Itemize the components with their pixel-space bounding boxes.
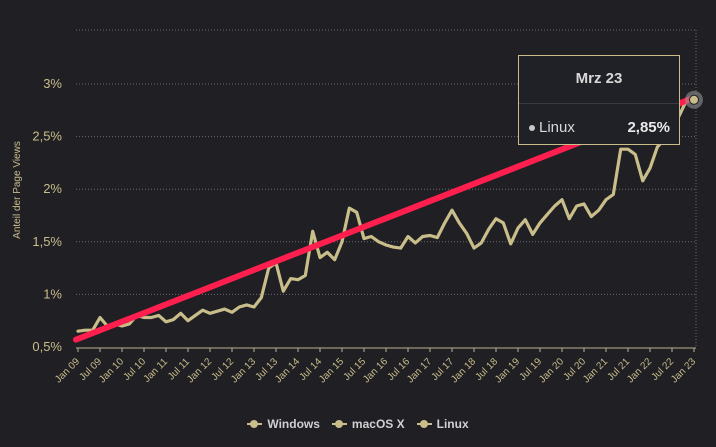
y-tick-label: 3% — [43, 76, 62, 91]
x-tick-label: Jan 21 — [581, 356, 610, 385]
tooltip-series-label: Linux — [539, 119, 575, 136]
y-axis: 0,5% 1% 1,5% 2% 2,5% 3% — [32, 76, 62, 354]
x-tick-label: Jan 15 — [317, 356, 346, 385]
legend-item-macos[interactable]: macOS X — [331, 417, 405, 431]
y-axis-label: Anteil der Page Views — [12, 141, 23, 239]
x-tick-label: Jan 12 — [185, 356, 214, 385]
legend-label: Linux — [436, 417, 469, 431]
legend-swatch-icon — [247, 419, 263, 429]
x-tick-label: Jan 09 — [53, 356, 82, 385]
x-tick-label: Jan 22 — [625, 356, 654, 385]
legend-label: Windows — [267, 417, 320, 431]
x-tick-label: Jan 20 — [537, 356, 566, 385]
legend-swatch-icon — [331, 419, 347, 429]
y-tick-label: 0,5% — [32, 339, 62, 354]
tooltip-series-dot — [529, 125, 535, 131]
legend-item-windows[interactable]: Windows — [247, 417, 320, 431]
series-group — [76, 98, 696, 333]
x-tick-label: Jan 10 — [97, 356, 126, 385]
tooltip-value: 2,85% — [627, 119, 670, 136]
x-tick-label: Jan 18 — [449, 356, 478, 385]
x-tick-label: Jan 23 — [669, 356, 698, 385]
tooltip: Mrz 23 Linux 2,85% — [518, 55, 680, 145]
legend-swatch-icon — [416, 419, 432, 429]
legend: Windows macOS X Linux — [0, 417, 716, 431]
hover-marker-group — [685, 90, 703, 109]
legend-item-linux[interactable]: Linux — [416, 417, 469, 431]
x-tick-label: Jan 17 — [405, 356, 434, 385]
x-tick-label: Jan 19 — [493, 356, 522, 385]
x-tick-label: Jan 14 — [273, 356, 302, 385]
y-tick-label: 2% — [43, 181, 62, 196]
series-line-linux — [76, 98, 696, 333]
tooltip-separator — [519, 103, 679, 104]
x-tick-label: Jan 11 — [142, 356, 171, 385]
tooltip-title: Mrz 23 — [575, 70, 623, 87]
hover-point — [689, 94, 699, 105]
y-tick-label: 1,5% — [32, 234, 62, 249]
legend-label: macOS X — [351, 417, 405, 431]
y-tick-label: 2,5% — [32, 129, 62, 144]
x-tick-label: Jan 13 — [229, 356, 258, 385]
x-tick-label: Jan 16 — [361, 356, 390, 385]
y-tick-label: 1% — [43, 286, 62, 301]
